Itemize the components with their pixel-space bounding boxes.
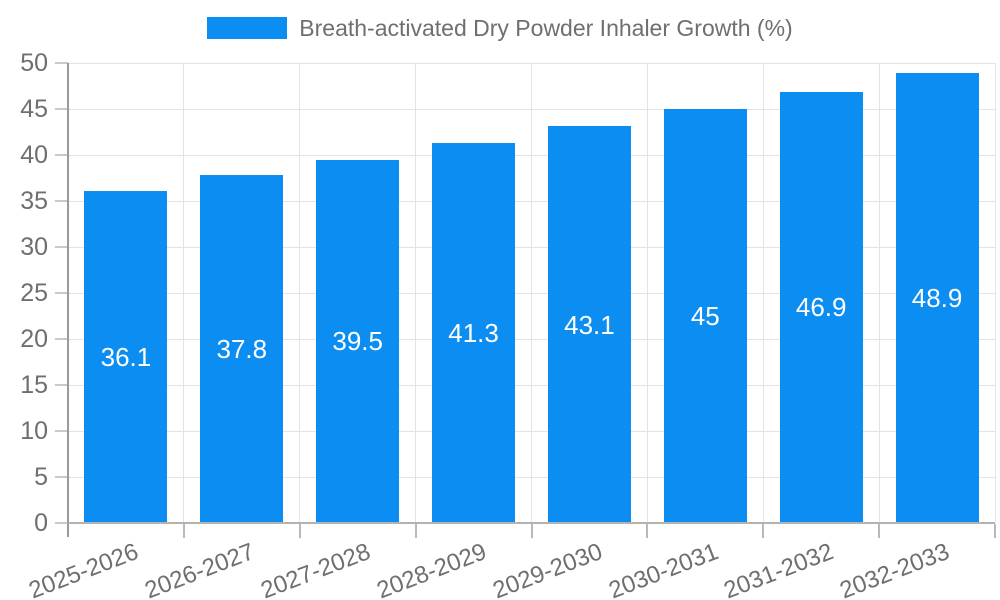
y-axis-tick <box>55 62 68 64</box>
x-axis-tick <box>414 524 417 538</box>
y-axis-tick-label: 45 <box>20 95 48 123</box>
y-axis-tick <box>55 338 68 340</box>
bar-value-label: 36.1 <box>100 341 152 372</box>
x-axis-tick <box>182 524 185 538</box>
y-axis-tick <box>55 522 68 524</box>
x-gridline <box>183 63 185 523</box>
y-axis-tick-label: 5 <box>34 463 48 491</box>
x-axis-tick-label: 2028-2029 <box>373 538 490 600</box>
bar-value-label: 37.8 <box>216 334 268 365</box>
y-axis-line <box>67 63 69 537</box>
bar[interactable] <box>895 73 979 523</box>
y-axis-tick <box>55 384 68 386</box>
x-axis-tick <box>994 524 996 538</box>
y-axis-tick <box>55 476 68 478</box>
y-axis-tick-label: 35 <box>20 187 48 215</box>
x-axis-tick <box>530 524 533 538</box>
x-axis-tick-label: 2027-2028 <box>257 538 375 600</box>
x-axis-tick <box>646 524 649 538</box>
x-axis-tick-label: 2025-2026 <box>25 538 143 600</box>
x-axis-tick <box>878 524 881 538</box>
x-gridline <box>415 63 417 523</box>
y-axis-tick <box>55 154 68 156</box>
plot-area: 36.1 37.8 39.5 41.3 43.1 45 46.9 48.9 <box>55 62 996 538</box>
y-axis-tick-label: 40 <box>20 141 48 169</box>
bar[interactable] <box>200 175 284 523</box>
x-gridline <box>531 63 532 523</box>
bar-value-label: 39.5 <box>332 326 383 357</box>
x-axis-tick-label: 2029-2030 <box>488 538 606 600</box>
bar[interactable] <box>663 109 747 523</box>
x-axis-tick-label: 2026-2027 <box>141 538 259 600</box>
x-gridline <box>299 63 301 523</box>
y-axis-tick-label: 20 <box>20 325 48 353</box>
y-axis-tick <box>55 108 68 110</box>
y-axis-tick-label: 0 <box>34 509 48 537</box>
bar[interactable] <box>779 91 863 523</box>
x-axis-tick-label: 2030-2031 <box>604 538 722 600</box>
x-gridline <box>762 63 764 523</box>
x-axis-line <box>68 522 995 524</box>
y-axis-tick-label: 25 <box>20 279 48 307</box>
x-gridline <box>994 63 996 523</box>
y-axis-tick <box>55 292 68 294</box>
y-axis-tick <box>55 246 68 248</box>
y-axis-tick <box>55 200 68 202</box>
x-axis-tick <box>298 524 301 538</box>
bar-value-label: 46.9 <box>795 292 847 323</box>
x-axis-tick-label: 2031-2032 <box>720 538 838 600</box>
legend-label: Breath-activated Dry Powder Inhaler Grow… <box>299 15 793 41</box>
bar-value-label: 43.1 <box>564 309 615 340</box>
x-gridline <box>646 63 648 523</box>
bar[interactable] <box>84 190 168 523</box>
bar-value-label: 41.3 <box>448 318 499 349</box>
bar[interactable] <box>547 126 631 523</box>
x-gridline <box>878 63 880 523</box>
legend[interactable]: Breath-activated Dry Powder Inhaler Grow… <box>0 15 1000 41</box>
legend-swatch[interactable] <box>207 17 288 39</box>
y-axis-tick-label: 10 <box>20 417 48 445</box>
y-axis-tick-label: 30 <box>20 233 48 261</box>
bar-value-label: 45 <box>690 301 720 331</box>
bar[interactable] <box>316 159 400 523</box>
x-axis-tick-label: 2032-2033 <box>836 538 954 600</box>
y-axis-tick-label: 15 <box>20 371 48 399</box>
bar-value-label: 48.9 <box>911 283 963 314</box>
bar[interactable] <box>432 143 516 523</box>
x-axis-tick <box>762 524 765 538</box>
y-axis-tick <box>55 430 68 432</box>
y-axis-tick-label: 50 <box>20 49 48 77</box>
